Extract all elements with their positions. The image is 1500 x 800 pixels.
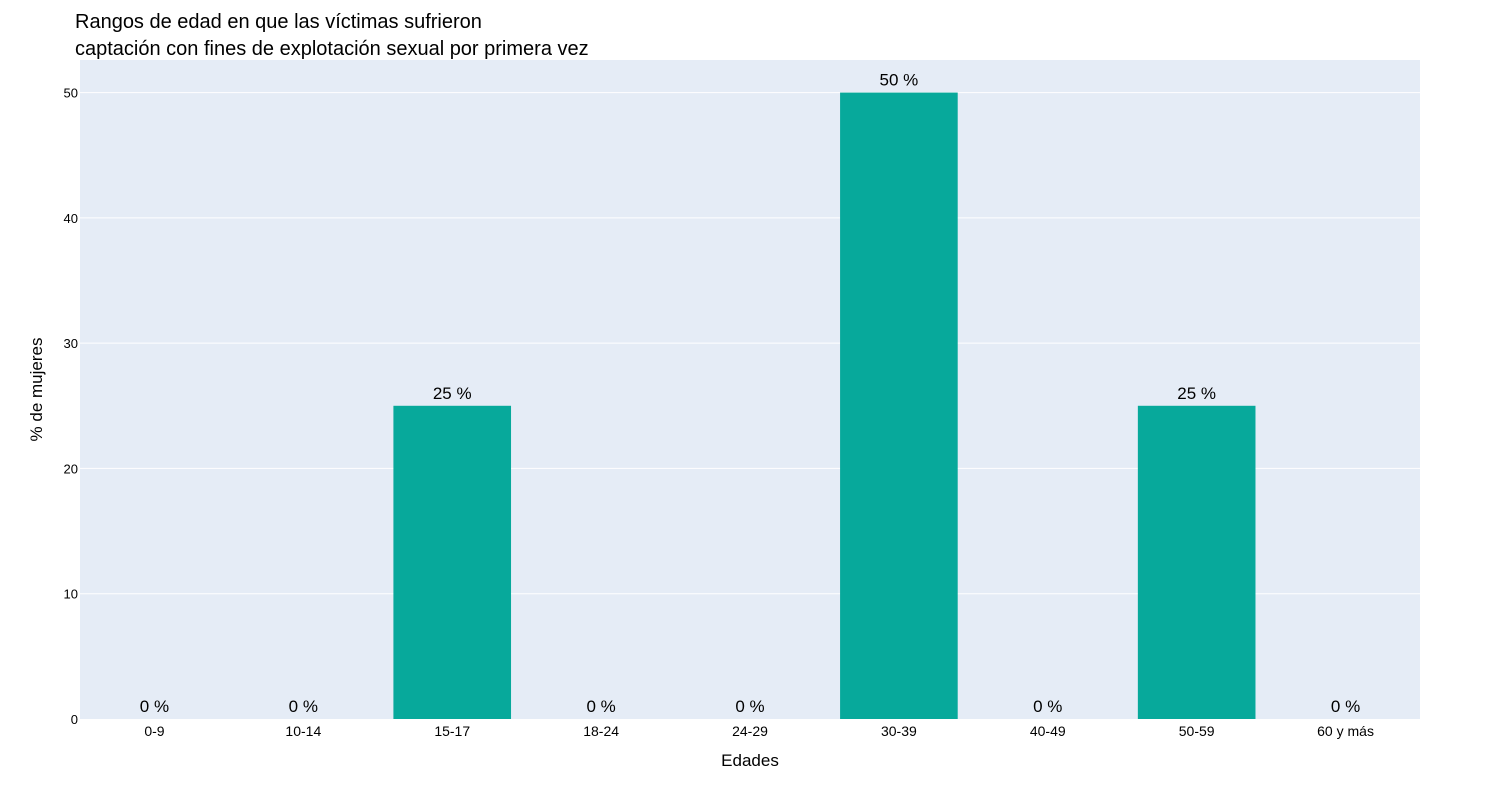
x-tick-label: 24-29 <box>732 723 768 739</box>
y-tick-label: 0 <box>71 712 78 727</box>
data-label: 0 % <box>140 697 169 716</box>
bar <box>393 405 512 719</box>
x-axis-label: Edades <box>721 751 779 770</box>
data-label: 0 % <box>289 697 318 716</box>
data-label: 25 % <box>1177 384 1216 403</box>
data-label: 0 % <box>735 697 764 716</box>
data-label: 50 % <box>880 71 919 90</box>
x-tick-label: 50-59 <box>1179 723 1215 739</box>
x-tick-label: 60 y más <box>1317 723 1374 739</box>
data-label: 25 % <box>433 384 472 403</box>
bar <box>1137 405 1256 719</box>
y-tick-label: 50 <box>64 86 78 101</box>
x-tick-label: 15-17 <box>434 723 470 739</box>
y-tick-label: 20 <box>64 461 78 476</box>
y-axis-label: % de mujeres <box>27 338 46 442</box>
chart-title-line-2: captación con fines de explotación sexua… <box>75 38 589 60</box>
x-tick-label: 40-49 <box>1030 723 1066 739</box>
bar <box>840 92 958 719</box>
y-tick-labels: 0 10 20 30 40 50 <box>64 86 78 727</box>
y-tick-label: 40 <box>64 211 78 226</box>
x-tick-label: 0-9 <box>144 723 164 739</box>
x-tick-label: 18-24 <box>583 723 619 739</box>
x-tick-label: 10-14 <box>285 723 321 739</box>
data-label: 0 % <box>1331 697 1360 716</box>
data-label: 0 % <box>586 697 615 716</box>
y-tick-label: 10 <box>64 587 78 602</box>
data-labels: 0 % 0 % 25 % 0 % 0 % 50 % 0 % 25 % 0 % <box>140 71 1360 716</box>
x-tick-labels: 0-9 10-14 15-17 18-24 24-29 30-39 40-49 50-59 60… <box>144 723 1374 739</box>
y-tick-label: 30 <box>64 336 78 351</box>
y-gridlines <box>80 92 1420 595</box>
x-tick-label: 30-39 <box>881 723 917 739</box>
chart-title-line-1: Rangos de edad en que las víctimas sufri… <box>75 11 482 33</box>
bars <box>393 92 1256 719</box>
data-label: 0 % <box>1033 697 1062 716</box>
